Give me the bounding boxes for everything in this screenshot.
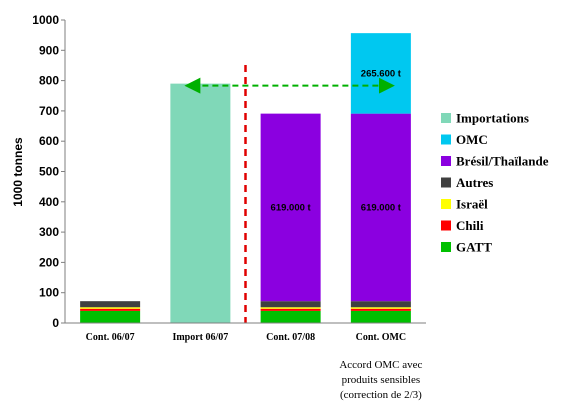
y-tick-label: 0 <box>52 316 59 330</box>
y-tick-label: 1000 <box>32 13 59 27</box>
legend-swatch <box>441 156 451 166</box>
y-tick-label: 700 <box>39 104 59 118</box>
y-tick-label: 900 <box>39 43 59 57</box>
annotations <box>184 65 395 323</box>
note-line: Accord OMC avec <box>339 359 422 371</box>
legend: Importations OMC Brésil/Thaïlande Autres Isr… <box>441 111 549 255</box>
bar-segment-gatt <box>260 310 321 323</box>
y-tick-label: 200 <box>39 255 59 269</box>
bar-segment-br-sil-tha-lande <box>350 113 411 302</box>
axes <box>61 19 426 324</box>
bars <box>80 33 411 323</box>
category-labels: Cont. 06/07 Import 06/07 Cont. 07/08 Cont. … <box>86 332 406 343</box>
bar-segment-gatt <box>80 310 141 323</box>
y-tick-label: 400 <box>39 195 59 209</box>
legend-label: Brésil/Thaïlande <box>456 154 549 169</box>
legend-label: Importations <box>456 111 529 126</box>
legend-label: Autres <box>456 175 493 190</box>
note-line: produits sensibles <box>342 374 421 386</box>
bar-segment-chili <box>350 308 411 311</box>
bar-segment-autres <box>350 301 411 308</box>
data-label: 619.000 t <box>271 202 312 213</box>
legend-swatch <box>441 113 451 123</box>
legend-label: Chili <box>456 218 484 233</box>
bar-segment-isra-l <box>350 307 411 309</box>
y-tick-label: 300 <box>39 225 59 239</box>
y-tick-labels: 0 100 200 300 400 500 600 700 800 900 1000 <box>32 13 59 330</box>
y-axis-title: 1000 tonnes <box>11 137 25 207</box>
note-text: Accord OMC avec produits sensibles (correc… <box>339 359 422 401</box>
legend-swatch <box>441 199 451 209</box>
category-label: Import 06/07 <box>172 332 228 343</box>
legend-label: Israël <box>456 197 488 212</box>
y-tick-label: 600 <box>39 134 59 148</box>
y-tick-label: 500 <box>39 165 59 179</box>
category-label: Cont. 06/07 <box>86 332 135 343</box>
legend-label: GATT <box>456 240 492 255</box>
bar-segment-isra-l <box>260 307 321 309</box>
bar-segment-omc <box>350 33 411 114</box>
bar-segment-autres <box>260 301 321 308</box>
data-label: 265.600 t <box>361 68 402 79</box>
legend-swatch <box>441 242 451 252</box>
legend-swatch <box>441 177 451 188</box>
bar-segment-autres <box>80 301 141 308</box>
bar-segment-gatt <box>350 310 411 323</box>
bar-segment-isra-l <box>80 307 141 309</box>
legend-label: OMC <box>456 132 488 147</box>
category-label: Cont. 07/08 <box>266 332 315 343</box>
data-labels: 619.000 t 619.000 t 265.600 t <box>271 68 402 213</box>
legend-swatch <box>441 220 451 231</box>
data-label: 619.000 t <box>361 202 402 213</box>
y-tick-label: 100 <box>39 286 59 300</box>
bar-segment-chili <box>260 308 321 311</box>
legend-swatch <box>441 134 451 145</box>
bar-segment-importations <box>170 83 231 323</box>
bar-segment-chili <box>80 308 141 311</box>
category-label: Cont. OMC <box>356 332 407 343</box>
note-line: (correction de 2/3) <box>340 389 422 401</box>
bar-segment-br-sil-tha-lande <box>260 113 321 302</box>
y-tick-label: 800 <box>39 74 59 88</box>
